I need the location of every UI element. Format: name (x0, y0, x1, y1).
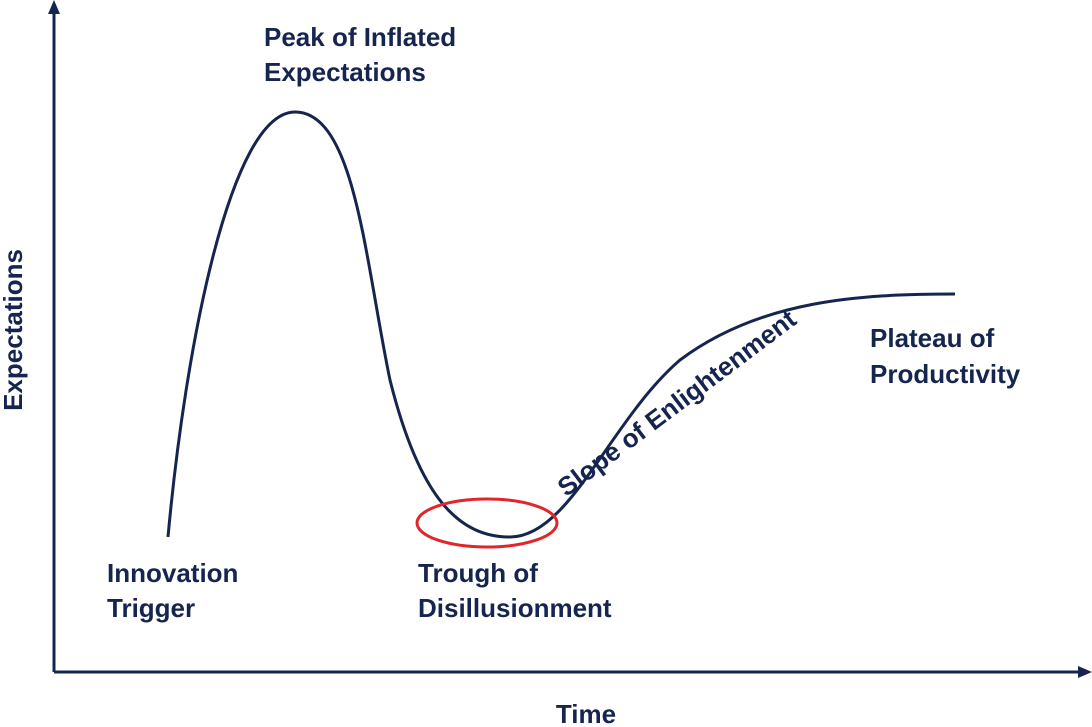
phase-label: Disillusionment (418, 593, 612, 623)
phase-label: Peak of Inflated (264, 22, 456, 52)
phase-label: Slope of Enlightenment (552, 303, 802, 502)
hype-curve (166, 110, 956, 539)
phase-label: Innovation (107, 558, 238, 588)
phase-label: Plateau of (870, 323, 995, 353)
phase-label: Trough of (418, 558, 538, 588)
y-axis-arrow (48, 0, 60, 14)
highlight-ellipse (415, 497, 559, 549)
phase-label: Trigger (107, 593, 195, 623)
x-axis-arrow (1078, 666, 1092, 678)
phase-label: Expectations (264, 57, 426, 87)
phase-label: Productivity (870, 359, 1021, 389)
y-axis-label: Expectations (0, 249, 28, 411)
x-axis-label: Time (556, 699, 616, 727)
